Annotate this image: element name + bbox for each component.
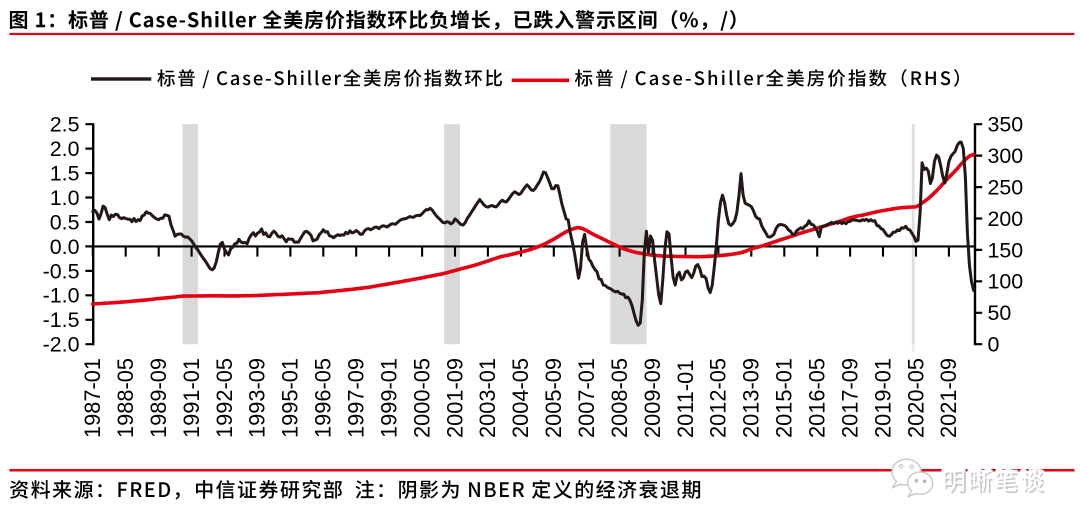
svg-text:2021-09: 2021-09 xyxy=(936,358,961,438)
svg-text:2005-09: 2005-09 xyxy=(541,358,566,438)
svg-text:-1.0: -1.0 xyxy=(43,284,80,308)
svg-text:1.5: 1.5 xyxy=(50,162,80,186)
svg-text:2020-05: 2020-05 xyxy=(903,358,928,438)
svg-text:2000-05: 2000-05 xyxy=(409,358,434,438)
svg-text:2019-01: 2019-01 xyxy=(870,358,895,438)
svg-text:2.5: 2.5 xyxy=(50,113,80,137)
svg-text:1999-01: 1999-01 xyxy=(376,358,401,438)
svg-text:1.0: 1.0 xyxy=(50,186,80,210)
svg-text:250: 250 xyxy=(988,176,1024,200)
svg-text:2015-01: 2015-01 xyxy=(772,358,797,438)
svg-text:1997-09: 1997-09 xyxy=(344,358,369,438)
svg-text:2009-09: 2009-09 xyxy=(640,358,665,438)
svg-text:1989-09: 1989-09 xyxy=(146,358,171,438)
svg-text:2011-01: 2011-01 xyxy=(673,360,698,438)
svg-text:1992-05: 1992-05 xyxy=(212,358,237,438)
svg-text:1995-01: 1995-01 xyxy=(278,358,303,438)
svg-text:2017-09: 2017-09 xyxy=(837,358,862,438)
svg-text:50: 50 xyxy=(988,301,1012,325)
svg-text:1988-05: 1988-05 xyxy=(113,358,138,438)
svg-text:1993-09: 1993-09 xyxy=(245,358,270,438)
svg-text:-2.0: -2.0 xyxy=(43,333,80,357)
svg-text:100: 100 xyxy=(988,270,1024,294)
svg-text:350: 350 xyxy=(988,113,1024,137)
svg-text:2.0: 2.0 xyxy=(50,137,80,161)
svg-text:0.5: 0.5 xyxy=(50,210,80,234)
svg-text:1996-05: 1996-05 xyxy=(311,358,336,438)
svg-text:2008-05: 2008-05 xyxy=(607,358,632,438)
svg-text:0.0: 0.0 xyxy=(50,235,80,259)
svg-text:2016-05: 2016-05 xyxy=(805,358,830,438)
svg-text:-0.5: -0.5 xyxy=(43,259,80,283)
svg-text:2003-01: 2003-01 xyxy=(475,358,500,438)
svg-text:2007-01: 2007-01 xyxy=(574,358,599,438)
svg-text:300: 300 xyxy=(988,144,1024,168)
svg-text:150: 150 xyxy=(988,238,1024,262)
svg-text:2013-09: 2013-09 xyxy=(739,358,764,438)
svg-text:-1.5: -1.5 xyxy=(43,308,80,332)
svg-text:1991-01: 1991-01 xyxy=(179,358,204,438)
svg-text:200: 200 xyxy=(988,207,1024,231)
svg-text:1987-01: 1987-01 xyxy=(80,358,105,438)
svg-text:2004-05: 2004-05 xyxy=(508,358,533,438)
svg-text:0: 0 xyxy=(988,333,1000,357)
svg-text:2001-09: 2001-09 xyxy=(442,358,467,438)
svg-text:2012-05: 2012-05 xyxy=(706,358,731,438)
